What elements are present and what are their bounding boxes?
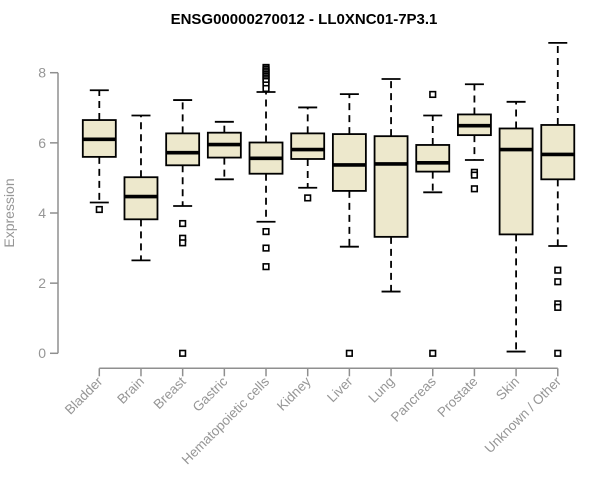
box-group-skin (498, 100, 534, 353)
box-group-prostate (457, 83, 492, 193)
iqr-box (165, 132, 201, 167)
y-tick-label: 4 (38, 205, 46, 221)
x-category-label: Pancreas (388, 374, 439, 425)
box-group-unknown-other (540, 41, 576, 357)
iqr-box (415, 144, 451, 173)
outlier-point (429, 90, 437, 99)
box-group-bladder (81, 89, 117, 214)
outlier-point (179, 219, 187, 228)
box-group-liver (331, 93, 367, 357)
outlier-point (262, 227, 270, 236)
y-tick-label: 8 (38, 65, 46, 81)
x-category-label: Bladder (62, 373, 106, 417)
y-tick-label: 2 (38, 275, 46, 291)
boxes-layer (81, 41, 576, 357)
x-category-label: Prostate (434, 374, 480, 420)
iqr-box (373, 135, 409, 238)
iqr-box (290, 132, 326, 160)
box-group-brain (123, 114, 159, 262)
outlier-point (262, 244, 270, 252)
outlier-point (554, 266, 562, 274)
chart-title: ENSG00000270012 - LL0XNC01-7P3.1 (171, 11, 438, 28)
outlier-point (95, 205, 103, 214)
y-tick-label: 6 (38, 135, 46, 151)
box-group-breast (165, 99, 201, 357)
iqr-box (540, 124, 576, 181)
y-axis: 0 2 4 6 8 (38, 65, 59, 361)
outlier-point (179, 239, 187, 247)
x-category-label: Skin (493, 374, 522, 403)
iqr-box (498, 127, 534, 236)
y-axis-label: Expression (1, 178, 17, 247)
x-category-label: Unknown / Other (482, 373, 565, 456)
x-category-label: Lung (365, 374, 397, 406)
x-category-label: Kidney (274, 374, 314, 414)
outlier-point (470, 185, 479, 193)
iqr-box (331, 133, 367, 192)
box-group-pancreas (415, 90, 451, 357)
outlier-point (554, 303, 562, 311)
outlier-point (304, 194, 312, 202)
box-group-hematopoietic-cells (248, 63, 284, 271)
box-group-lung (373, 78, 409, 293)
x-category-label: Brain (114, 374, 147, 407)
y-tick-label: 0 (38, 345, 46, 361)
outlier-point (262, 263, 270, 271)
box-group-gastric (206, 120, 242, 181)
outlier-point (179, 349, 187, 357)
box-group-kidney (290, 106, 326, 202)
outlier-point (470, 171, 479, 179)
outlier-point (554, 349, 562, 357)
outlier-point (554, 278, 562, 286)
outlier-point (345, 349, 353, 357)
x-category-label: Liver (324, 373, 356, 405)
outlier-point (429, 349, 437, 357)
x-category-label: Breast (151, 374, 189, 412)
x-category-label: Gastric (190, 374, 231, 415)
outlier-point (262, 84, 270, 93)
